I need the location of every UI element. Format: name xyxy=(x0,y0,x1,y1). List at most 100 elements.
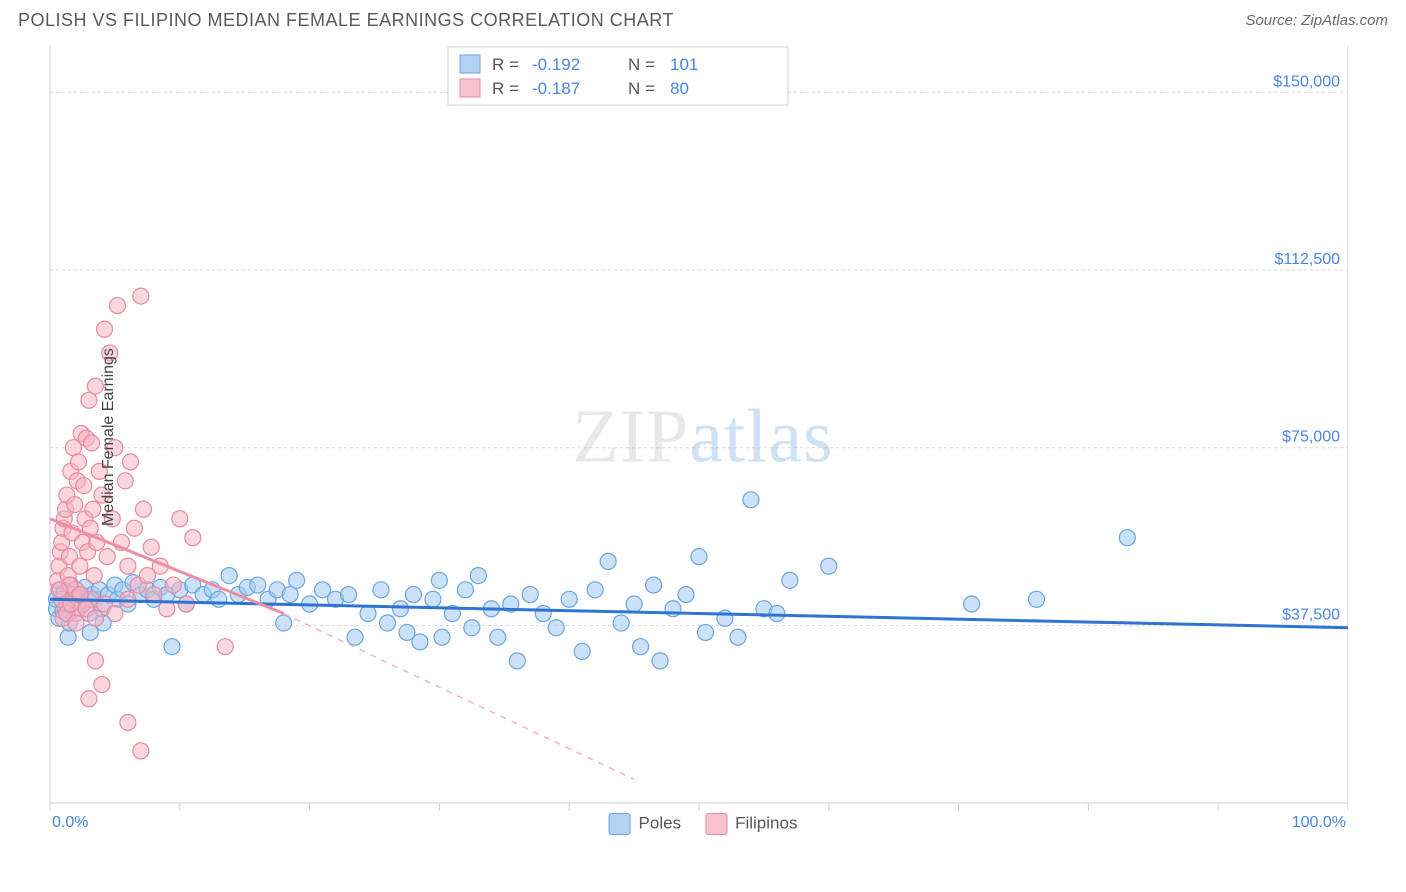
data-point-filipinos xyxy=(85,501,101,517)
data-point-filipinos xyxy=(87,610,103,626)
chart-title: POLISH VS FILIPINO MEDIAN FEMALE EARNING… xyxy=(18,10,674,31)
data-point-poles xyxy=(379,615,395,631)
data-point-poles xyxy=(730,629,746,645)
stats-n-label: N = xyxy=(628,79,655,98)
data-point-poles xyxy=(1119,530,1135,546)
data-point-poles xyxy=(360,606,376,622)
trendline-poles xyxy=(50,599,1348,627)
data-point-poles xyxy=(211,591,227,607)
data-point-filipinos xyxy=(143,539,159,555)
data-point-filipinos xyxy=(94,677,110,693)
data-point-filipinos xyxy=(81,392,97,408)
data-point-poles xyxy=(405,587,421,603)
data-point-filipinos xyxy=(178,596,194,612)
stats-r-label: R = xyxy=(492,55,519,74)
data-point-filipinos xyxy=(87,653,103,669)
y-tick-label: $37,500 xyxy=(1282,606,1340,623)
data-point-filipinos xyxy=(84,435,100,451)
stats-n-value-filipinos: 80 xyxy=(670,79,689,98)
chart-header: POLISH VS FILIPINO MEDIAN FEMALE EARNING… xyxy=(0,0,1406,37)
data-point-filipinos xyxy=(81,691,97,707)
data-point-filipinos xyxy=(133,288,149,304)
data-point-filipinos xyxy=(99,549,115,565)
data-point-poles xyxy=(60,629,76,645)
data-point-poles xyxy=(626,596,642,612)
data-point-poles xyxy=(821,558,837,574)
scatter-chart: $37,500 $75,000 $112,500 $150,000 0.0% 100.0%… xyxy=(18,37,1348,837)
data-point-poles xyxy=(425,591,441,607)
stats-n-label: N = xyxy=(628,55,655,74)
data-point-poles xyxy=(678,587,694,603)
data-point-poles xyxy=(697,624,713,640)
data-point-poles xyxy=(431,572,447,588)
y-tick-label: $112,500 xyxy=(1274,251,1340,268)
legend-label-poles: Poles xyxy=(639,813,682,832)
data-point-poles xyxy=(522,587,538,603)
data-point-poles xyxy=(276,615,292,631)
trendline-filipinos-extrapolated xyxy=(284,614,634,780)
data-point-poles xyxy=(221,568,237,584)
data-point-poles xyxy=(470,568,486,584)
data-point-filipinos xyxy=(172,511,188,527)
data-point-filipinos xyxy=(71,454,87,470)
data-point-poles xyxy=(1028,591,1044,607)
data-point-filipinos xyxy=(120,558,136,574)
data-point-poles xyxy=(652,653,668,669)
data-point-poles xyxy=(341,587,357,603)
data-point-filipinos xyxy=(165,577,181,593)
data-point-poles xyxy=(434,629,450,645)
data-point-poles xyxy=(289,572,305,588)
data-point-poles xyxy=(373,582,389,598)
data-point-poles xyxy=(600,553,616,569)
data-point-poles xyxy=(464,620,480,636)
data-point-poles xyxy=(613,615,629,631)
y-axis-label: Median Female Earnings xyxy=(100,348,118,526)
data-point-filipinos xyxy=(120,714,136,730)
data-point-poles xyxy=(392,601,408,617)
data-point-filipinos xyxy=(86,568,102,584)
data-point-filipinos xyxy=(76,478,92,494)
data-point-poles xyxy=(457,582,473,598)
stats-r-value-filipinos: -0.187 xyxy=(532,79,580,98)
data-point-poles xyxy=(782,572,798,588)
data-point-filipinos xyxy=(97,321,113,337)
data-point-filipinos xyxy=(135,501,151,517)
data-point-filipinos xyxy=(68,615,84,631)
data-point-poles xyxy=(964,596,980,612)
x-tick-label: 100.0% xyxy=(1292,814,1346,831)
legend-item-filipinos: Filipinos xyxy=(705,813,797,835)
data-point-filipinos xyxy=(51,582,67,598)
chart-container: Median Female Earnings ZIPatlas $37,500$… xyxy=(18,37,1388,837)
y-tick-label: $75,000 xyxy=(1282,429,1340,446)
data-point-poles xyxy=(587,582,603,598)
legend-swatch-blue xyxy=(609,813,631,835)
legend-item-poles: Poles xyxy=(609,813,682,835)
stats-n-value-poles: 101 xyxy=(670,55,698,74)
data-point-filipinos xyxy=(67,497,83,513)
data-point-poles xyxy=(633,639,649,655)
data-point-poles xyxy=(743,492,759,508)
data-point-poles xyxy=(509,653,525,669)
data-point-poles xyxy=(691,549,707,565)
source-attribution: Source: ZipAtlas.com xyxy=(1245,12,1388,29)
data-point-filipinos xyxy=(117,473,133,489)
legend-label-filipinos: Filipinos xyxy=(735,813,797,832)
stats-swatch-pink xyxy=(460,79,480,97)
data-point-filipinos xyxy=(217,639,233,655)
y-tick-label: $150,000 xyxy=(1273,73,1340,90)
x-tick-label: 0.0% xyxy=(52,814,88,831)
stats-r-label: R = xyxy=(492,79,519,98)
data-point-filipinos xyxy=(122,454,138,470)
data-point-filipinos xyxy=(107,606,123,622)
data-point-poles xyxy=(548,620,564,636)
data-point-poles xyxy=(282,587,298,603)
data-point-poles xyxy=(412,634,428,650)
data-point-poles xyxy=(490,629,506,645)
legend-swatch-pink xyxy=(705,813,727,835)
stats-r-value-poles: -0.192 xyxy=(532,55,580,74)
data-point-poles xyxy=(164,639,180,655)
data-point-filipinos xyxy=(72,558,88,574)
data-point-filipinos xyxy=(120,591,136,607)
data-point-poles xyxy=(646,577,662,593)
data-point-filipinos xyxy=(185,530,201,546)
